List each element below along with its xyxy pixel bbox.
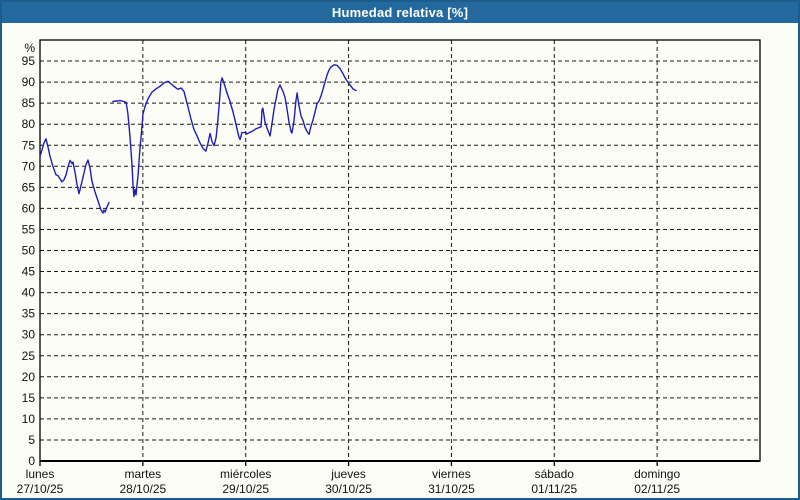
y-tick-label: 95 <box>22 54 36 68</box>
x-date-label: 27/10/25 <box>17 482 64 496</box>
x-day-label: lunes <box>26 467 55 481</box>
humidity-line <box>39 138 110 214</box>
x-date-label: 01/11/25 <box>531 482 577 496</box>
x-day-label: miércoles <box>220 467 271 481</box>
x-day-label: viernes <box>432 467 471 481</box>
x-day-label: jueves <box>330 467 366 481</box>
x-date-label: 02/11/25 <box>634 482 680 496</box>
y-tick-label: 40 <box>22 286 36 300</box>
y-tick-label: 70 <box>22 159 36 173</box>
x-date-label: 30/10/25 <box>325 482 372 496</box>
y-tick-label: 85 <box>22 96 36 110</box>
humidity-line <box>112 64 357 198</box>
y-tick-label: 35 <box>22 307 36 321</box>
y-tick-label: 15 <box>22 391 36 405</box>
chart-area: 0 5 10 15 20 25 30 35 40 45 50 55 60 65 70 75 80 85 90 95% l… <box>2 23 798 498</box>
x-day-label: domingo <box>634 467 680 481</box>
y-tick-label: 10 <box>22 412 36 426</box>
y-tick-label: 20 <box>22 370 36 384</box>
title-bar: Humedad relativa [%] <box>2 2 798 23</box>
y-tick-label: 30 <box>22 328 36 342</box>
humidity-chart: 0 5 10 15 20 25 30 35 40 45 50 55 60 65 70 75 80 85 90 95% l… <box>17 39 761 496</box>
y-tick-label: 90 <box>22 75 36 89</box>
page-title: Humedad relativa [%] <box>331 5 469 20</box>
y-tick-label: 0 <box>28 454 35 468</box>
x-date-label: 31/10/25 <box>428 482 475 496</box>
y-tick-label: 60 <box>22 201 36 215</box>
y-tick-label: 50 <box>22 244 36 258</box>
x-day-label: martes <box>125 467 162 481</box>
x-date-label: 29/10/25 <box>222 482 269 496</box>
y-axis-unit-label: % <box>24 41 35 55</box>
y-tick-label: 65 <box>22 180 36 194</box>
y-tick-label: 5 <box>28 433 35 447</box>
y-tick-label: 45 <box>22 265 36 279</box>
y-tick-label: 80 <box>22 117 36 131</box>
y-tick-label: 55 <box>22 222 36 236</box>
x-day-label: sábado <box>535 467 575 481</box>
y-tick-label: 75 <box>22 138 36 152</box>
y-tick-label: 25 <box>22 349 36 363</box>
x-date-label: 28/10/25 <box>119 482 166 496</box>
